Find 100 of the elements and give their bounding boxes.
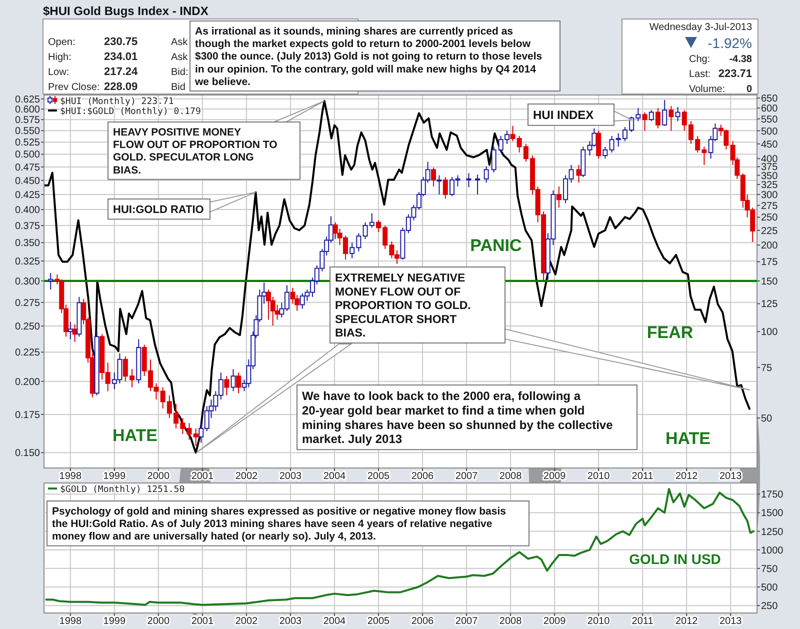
y-tick-label: 175: [761, 257, 778, 268]
y-tick-label: 0.350: [14, 238, 40, 250]
y-tick-label: 75: [761, 362, 773, 374]
text: -4.38: [729, 54, 752, 65]
x-tick-label: 2003: [279, 616, 302, 627]
y-tick-label: 600: [761, 104, 778, 115]
text: 0: [746, 84, 752, 95]
text: Wednesday 3-Jul-2013: [649, 22, 752, 33]
x-tick-label: 2011: [632, 471, 654, 482]
x-tick-label: 2004: [323, 616, 346, 627]
annotation: We have to look back to the 2000 era, following a 20-year gold bear market to find a time when gold mining shares have been so shunned by the collective market. July 2013: [302, 389, 614, 446]
y-tick-label: 0.550: [14, 126, 40, 138]
text: 230.75: [104, 36, 138, 48]
x-tick-label: 2010: [587, 616, 610, 627]
annotation: HEAVY POSITIVE MONEY FLOW OUT OF PROPORTION TO GOLD. SPECULATOR LONG BIAS.: [113, 126, 278, 176]
candlestick: [442, 176, 448, 200]
x-tick-label: 2005: [367, 471, 390, 482]
x-tick-label: 2006: [411, 471, 434, 482]
y-tick-label: 0.375: [14, 221, 40, 232]
y-tick-label: 750: [761, 564, 778, 575]
candlestick: [675, 106, 680, 122]
x-tick-label: 2000: [147, 471, 170, 482]
x-tick-label: 2002: [235, 471, 258, 482]
y-tick-label: 275: [761, 200, 778, 212]
y-tick-label: 0.325: [14, 256, 40, 268]
y-tick-label: 0.200: [14, 376, 40, 388]
x-tick-label: 2010: [587, 471, 610, 482]
candlestick: [48, 272, 54, 290]
x-tick-label: 2002: [235, 616, 258, 627]
legend-label: $HUI (Monthly) 223.71: [60, 97, 174, 107]
annotation: EXTREMELY NEGATIVE MONEY FLOW OUT OF PROPORTION TO GOLD. SPECULATOR SHORT BIAS.: [335, 272, 471, 340]
x-tick-label: 2007: [455, 616, 478, 627]
candlestick: [484, 166, 489, 184]
y-tick-label: 225: [761, 226, 778, 237]
candlestick: [230, 368, 236, 392]
y-tick-label: 0.600: [14, 104, 40, 116]
text: Prev Close:: [48, 82, 100, 93]
y-tick-label: 450: [761, 139, 778, 150]
x-tick-label: 2008: [499, 616, 522, 627]
y-tick-label: 350: [761, 170, 778, 182]
y-tick-label: 0.300: [14, 276, 40, 288]
annotation: HUI:GOLD RATIO: [113, 204, 204, 216]
y-tick-label: 0.250: [14, 322, 40, 333]
text: Low:: [48, 67, 70, 78]
annotation: HATE: [112, 426, 158, 445]
candlestick: [193, 428, 198, 446]
x-tick-label: 2012: [675, 616, 698, 627]
candlestick: [596, 130, 602, 160]
candlestick: [662, 99, 668, 126]
y-tick-label: 0.450: [14, 176, 40, 187]
annotation: HATE: [665, 429, 711, 448]
y-tick-label: 0.275: [14, 298, 40, 309]
y-tick-label: 250: [761, 601, 778, 612]
y-tick-label: 0.575: [14, 115, 40, 126]
text: Open:: [48, 37, 76, 48]
y-tick-label: 0.175: [14, 410, 40, 421]
candlestick: [224, 376, 230, 396]
y-tick-label: 0.625: [14, 94, 40, 106]
x-tick-label: 2012: [675, 471, 698, 482]
y-tick-label: 375: [761, 162, 778, 174]
annotation: HUI INDEX: [533, 108, 594, 122]
x-tick-label: 1999: [103, 471, 126, 482]
text: Volume:: [689, 84, 726, 95]
text: Ask: [171, 37, 189, 48]
x-tick-label: 1999: [103, 616, 126, 627]
y-tick-label: 300: [761, 190, 778, 201]
text: Bid: [171, 82, 186, 93]
x-tick-label: 2004: [323, 471, 346, 482]
y-tick-label: 150: [761, 276, 778, 288]
x-tick-label: 2003: [279, 471, 302, 482]
y-tick-label: 500: [761, 126, 778, 138]
y-tick-label: 1250: [761, 526, 784, 538]
y-tick-label: 500: [761, 582, 778, 594]
text: As irrational as it sounds, mining shares are currently priced as though the market expects gold to return to 2000-2001 levels below $300 the ounce. (July 2013) Gold is not going to return to those levels in our opinion. To the contrary, gold will make new highs by Q4 2014 we believe.: [194, 26, 542, 88]
candlestick: [602, 146, 608, 160]
annotation: GOLD IN USD: [629, 551, 721, 567]
text: Ask: [171, 52, 189, 63]
y-tick-label: 100: [761, 327, 778, 338]
candlestick: [236, 372, 242, 394]
candlestick: [510, 125, 516, 142]
candlestick: [668, 105, 674, 132]
chart-title: $HUI Gold Bugs Index - INDX: [43, 4, 208, 18]
x-tick-label: 2008: [499, 471, 522, 482]
y-tick-label: 650: [761, 94, 778, 105]
text: Chg:: [689, 54, 710, 65]
text: Last:: [689, 69, 711, 80]
legend-label: $GOLD (Monthly) 1251.50: [60, 485, 185, 495]
candlestick: [655, 108, 660, 129]
annotation: Psychology of gold and mining shares expressed as positive or negative money flow basis the HUI:Gold Ratio. As of July 2013 mining shares have seen 4 years of relative negative money flow and are universally hated (or nearly so). July 4, 2013.: [52, 506, 506, 543]
y-tick-label: 0.225: [14, 348, 40, 359]
x-tick-label: 1998: [59, 616, 82, 627]
candlestick: [68, 321, 73, 340]
y-tick-label: 50: [761, 414, 773, 425]
y-tick-label: 0.475: [14, 162, 40, 174]
y-tick-label: 325: [761, 180, 778, 192]
text: 234.01: [104, 51, 138, 63]
y-tick-label: 0.500: [14, 150, 40, 161]
candlestick: [466, 172, 472, 188]
text: 223.71: [718, 68, 752, 80]
text: 228.09: [104, 81, 138, 93]
